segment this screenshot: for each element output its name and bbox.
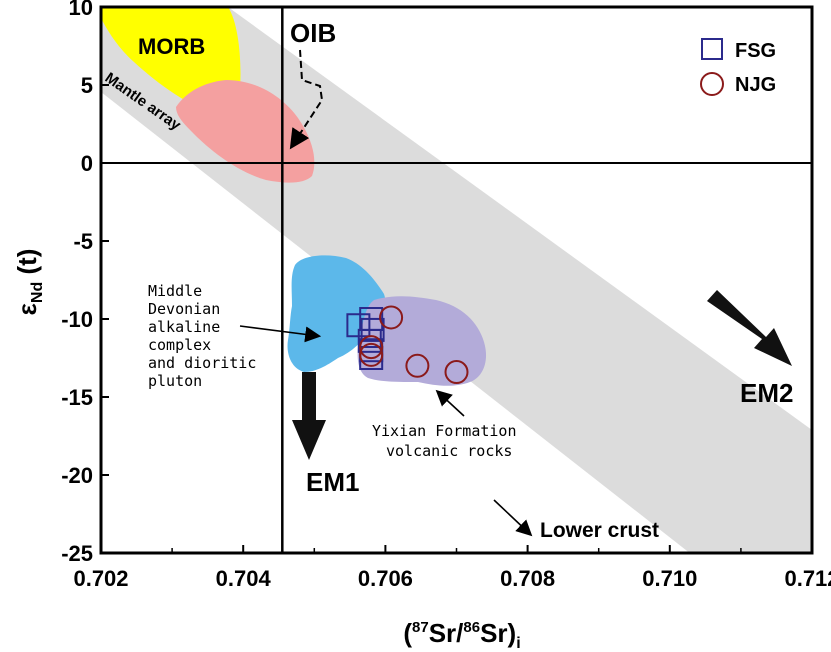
x-axis-label: (87Sr/86Sr)i (403, 618, 520, 652)
fields-layer (101, 7, 812, 553)
y-tick-label: -15 (61, 385, 93, 410)
svg-text:complex: complex (148, 336, 211, 354)
oib-field (176, 80, 315, 183)
njg-point (379, 305, 404, 330)
yixian-formation-field (357, 296, 487, 386)
y-tick-label: -20 (61, 463, 93, 488)
x-tick-label: 0.712 (784, 566, 831, 591)
oib-arrow (289, 49, 324, 150)
x-tick-label: 0.706 (358, 566, 413, 591)
em1-label: EM1 (306, 467, 359, 497)
legend-label-fsg: FSG (735, 40, 776, 62)
svg-text:pluton: pluton (148, 372, 202, 390)
x-axis-ticks: 0.702 0.704 0.706 0.708 0.710 0.712 (73, 545, 831, 591)
y-tick-label: -25 (61, 541, 93, 566)
svg-text:Devonian: Devonian (148, 300, 220, 318)
x-tick-label: 0.702 (73, 566, 128, 591)
y-tick-label: 5 (81, 73, 93, 98)
njg-point (359, 342, 384, 367)
legend: FSG NJG (700, 38, 776, 96)
y-tick-label: -10 (61, 307, 93, 332)
y-axis-label: εNd (t) (12, 249, 46, 316)
y-tick-label: 10 (69, 0, 93, 20)
lower-crust-label: Lower crust (540, 519, 659, 542)
legend-marker-fsg (701, 38, 723, 60)
yixian-annotation: Yixian Formation volcanic rocks (372, 422, 517, 460)
njg-point (405, 353, 430, 378)
legend-marker-njg (700, 72, 724, 96)
x-tick-label: 0.708 (500, 566, 555, 591)
svg-text:and dioritic: and dioritic (148, 354, 256, 372)
yixian-arrow (435, 389, 465, 417)
svg-text:alkaline: alkaline (148, 318, 220, 336)
svg-text:Yixian Formation: Yixian Formation (372, 422, 517, 440)
lower-crust-arrow (493, 499, 533, 537)
em1-arrow (292, 372, 326, 460)
em2-label: EM2 (740, 378, 793, 408)
devonian-complex-field (287, 255, 386, 372)
em2-arrow (707, 290, 792, 366)
njg-point (444, 360, 469, 385)
x-tick-label: 0.710 (642, 566, 697, 591)
morb-label: MORB (138, 34, 205, 59)
devonian-arrow (239, 325, 322, 343)
svg-text:Middle: Middle (148, 282, 202, 300)
legend-label-njg: NJG (735, 74, 776, 96)
y-tick-label: 0 (81, 151, 93, 176)
data-markers (346, 305, 469, 385)
njg-point (359, 335, 384, 360)
svg-text:volcanic rocks: volcanic rocks (386, 442, 512, 460)
y-tick-label: -5 (73, 229, 93, 254)
x-tick-label: 0.704 (216, 566, 272, 591)
y-axis-ticks: 10 5 0 -5 -10 -15 -20 -25 (61, 0, 109, 566)
oib-label: OIB (290, 18, 336, 48)
devonian-annotation: Middle Devonian alkaline complex and dio… (148, 282, 256, 390)
